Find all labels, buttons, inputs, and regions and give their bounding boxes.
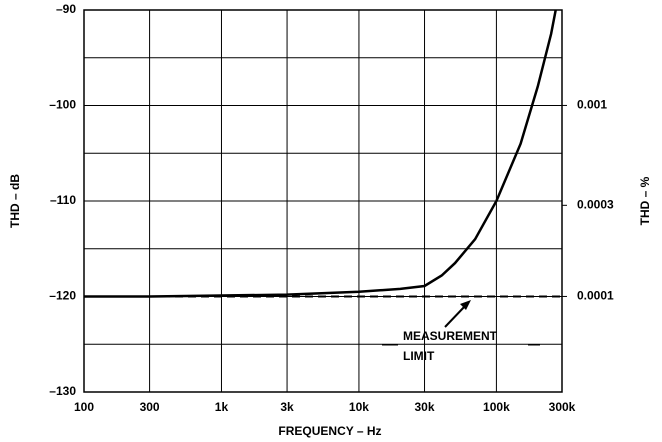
annotation: LIMIT [403,349,435,363]
y2-tick-label: 0.001 [577,98,607,112]
x-tick-label: 300k [549,400,576,414]
x-tick-label: 100k [483,400,510,414]
y-tick-label: –100 [49,98,76,112]
x-tick-label: 1k [215,400,229,414]
y2-tick-label: 0.0003 [577,197,614,211]
y-axis-title: THD – dB [8,174,22,228]
y-tick-label: –120 [49,289,76,303]
annotation-arrowhead [460,300,471,310]
plot-frame [83,9,563,393]
annotation: MEASUREMENT [403,329,498,343]
x-tick-label: 300 [140,400,160,414]
y2-axis-title: THD – % [638,176,652,225]
y-tick-label: –110 [50,193,76,207]
x-axis-title: FREQUENCY – Hz [278,424,381,438]
annotation-arrow [444,304,467,328]
x-tick-label: 10k [349,400,369,414]
x-tick-label: 3k [280,400,294,414]
x-tick-label: 100 [74,400,94,414]
y-tick-label: –90 [56,2,76,16]
data-line [84,9,557,298]
y2-tick-label: 0.0001 [577,289,614,303]
y-tick-label: –130 [49,384,76,398]
x-tick-label: 30k [415,400,435,414]
